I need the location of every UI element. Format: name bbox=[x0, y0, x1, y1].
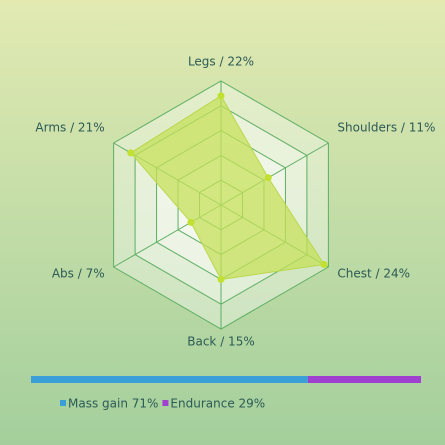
legend-label: Endurance 29% bbox=[170, 397, 265, 411]
data-point bbox=[217, 275, 225, 283]
axis-label: Chest / 24% bbox=[337, 267, 410, 281]
legend-swatch bbox=[60, 400, 66, 406]
bar-segment bbox=[31, 376, 308, 383]
legend-label: Mass gain 71% bbox=[68, 397, 158, 411]
legend-swatch bbox=[162, 400, 169, 406]
data-point bbox=[264, 174, 272, 182]
data-point bbox=[127, 149, 135, 157]
data-point bbox=[320, 261, 328, 269]
axis-label: Arms / 21% bbox=[35, 121, 104, 135]
axis-label: Shoulders / 11% bbox=[337, 121, 435, 135]
axis-label: Legs / 22% bbox=[188, 55, 254, 69]
axis-label: Back / 15% bbox=[187, 335, 254, 349]
axis-label: Abs / 7% bbox=[52, 267, 105, 281]
bar-segment bbox=[307, 376, 421, 383]
data-point bbox=[187, 218, 195, 226]
data-point bbox=[217, 92, 225, 100]
